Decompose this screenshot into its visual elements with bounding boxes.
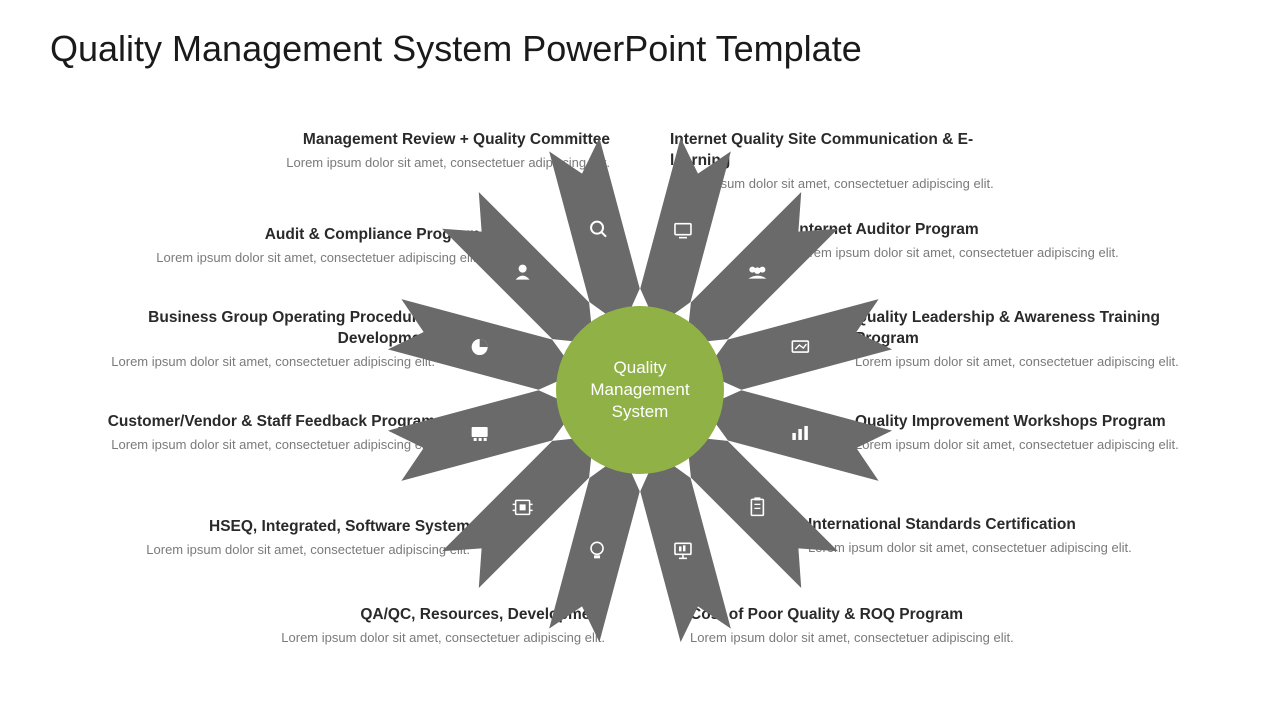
center-text: Quality Management System (556, 357, 724, 423)
feedback-icon (472, 427, 488, 441)
page-title: Quality Management System PowerPoint Tem… (50, 28, 862, 70)
radial-diagram: Quality Management System Management Rev… (0, 110, 1280, 670)
pie-icon (472, 339, 488, 355)
center-circle: Quality Management System (556, 306, 724, 474)
